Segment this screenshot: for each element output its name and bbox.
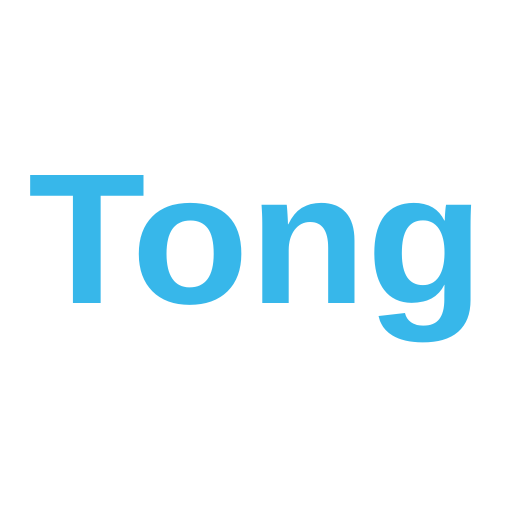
logo-text: Tong bbox=[28, 136, 484, 343]
